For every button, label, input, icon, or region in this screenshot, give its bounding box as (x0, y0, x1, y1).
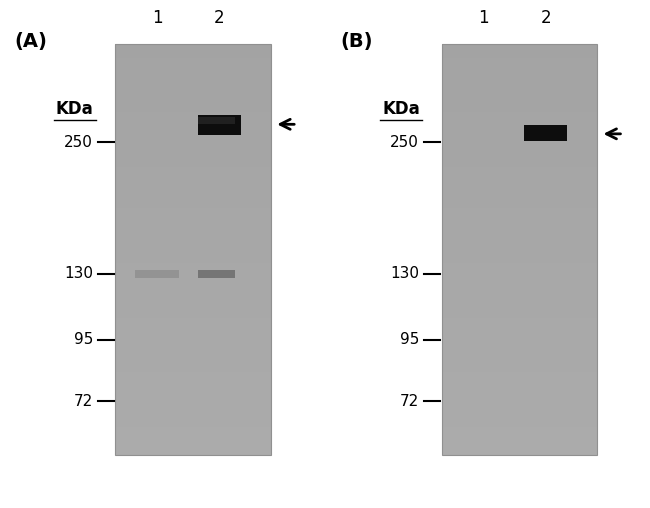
Bar (115, 99, 270, 112)
Text: (A): (A) (14, 32, 47, 51)
Bar (441, 427, 597, 441)
Text: 2: 2 (214, 9, 225, 27)
Text: 2: 2 (540, 9, 551, 27)
Bar (441, 44, 597, 57)
Text: 130: 130 (64, 266, 93, 281)
Text: 130: 130 (390, 266, 419, 281)
Bar (115, 318, 270, 331)
Bar (115, 181, 270, 195)
Bar (115, 71, 270, 85)
Bar (441, 112, 597, 126)
Bar (441, 167, 597, 181)
Bar (115, 208, 270, 222)
Bar (441, 99, 597, 112)
Bar (115, 386, 270, 400)
Bar (115, 331, 270, 345)
Text: 95: 95 (73, 332, 93, 347)
Bar (441, 57, 597, 71)
Bar (115, 400, 270, 414)
Bar (115, 112, 270, 126)
Bar (441, 400, 597, 414)
Bar (135, 270, 179, 278)
Text: KDa: KDa (382, 100, 420, 118)
Bar (115, 276, 270, 290)
Bar (115, 359, 270, 372)
Bar (115, 304, 270, 318)
Bar (198, 115, 241, 135)
Bar (441, 85, 597, 99)
Bar (441, 263, 597, 276)
Bar (115, 44, 270, 57)
Text: 1: 1 (152, 9, 162, 27)
Bar (115, 167, 270, 181)
Bar (115, 290, 270, 304)
Bar (441, 331, 597, 345)
Bar (441, 276, 597, 290)
Bar (115, 427, 270, 441)
Bar (115, 222, 270, 236)
Bar (198, 270, 235, 278)
Text: 95: 95 (400, 332, 419, 347)
Bar (441, 71, 597, 85)
Bar (441, 126, 597, 140)
Bar (441, 44, 597, 455)
Text: 72: 72 (400, 394, 419, 408)
Bar (441, 290, 597, 304)
Text: 72: 72 (73, 394, 93, 408)
Bar (441, 372, 597, 386)
Bar (115, 236, 270, 249)
Bar (441, 140, 597, 153)
Bar (115, 441, 270, 455)
Text: 1: 1 (478, 9, 489, 27)
Text: 250: 250 (64, 135, 93, 150)
Bar (115, 44, 270, 455)
Bar (441, 318, 597, 331)
Bar (524, 125, 567, 141)
Bar (441, 414, 597, 427)
Text: 250: 250 (390, 135, 419, 150)
Bar (115, 57, 270, 71)
Bar (115, 249, 270, 263)
Bar (115, 85, 270, 99)
Bar (115, 140, 270, 153)
Bar (441, 359, 597, 372)
Bar (115, 126, 270, 140)
Text: (B): (B) (341, 32, 373, 51)
Bar (441, 249, 597, 263)
Bar (441, 304, 597, 318)
Bar (115, 372, 270, 386)
Bar (441, 222, 597, 236)
Bar (115, 195, 270, 208)
Bar (115, 263, 270, 276)
Bar (115, 153, 270, 167)
Bar (441, 345, 597, 359)
Bar (441, 208, 597, 222)
Bar (115, 414, 270, 427)
Bar (441, 236, 597, 249)
Bar (198, 117, 235, 124)
Bar (441, 153, 597, 167)
Bar (441, 181, 597, 195)
Bar (115, 345, 270, 359)
Bar (441, 195, 597, 208)
Bar (441, 441, 597, 455)
Bar (441, 386, 597, 400)
Text: KDa: KDa (56, 100, 94, 118)
